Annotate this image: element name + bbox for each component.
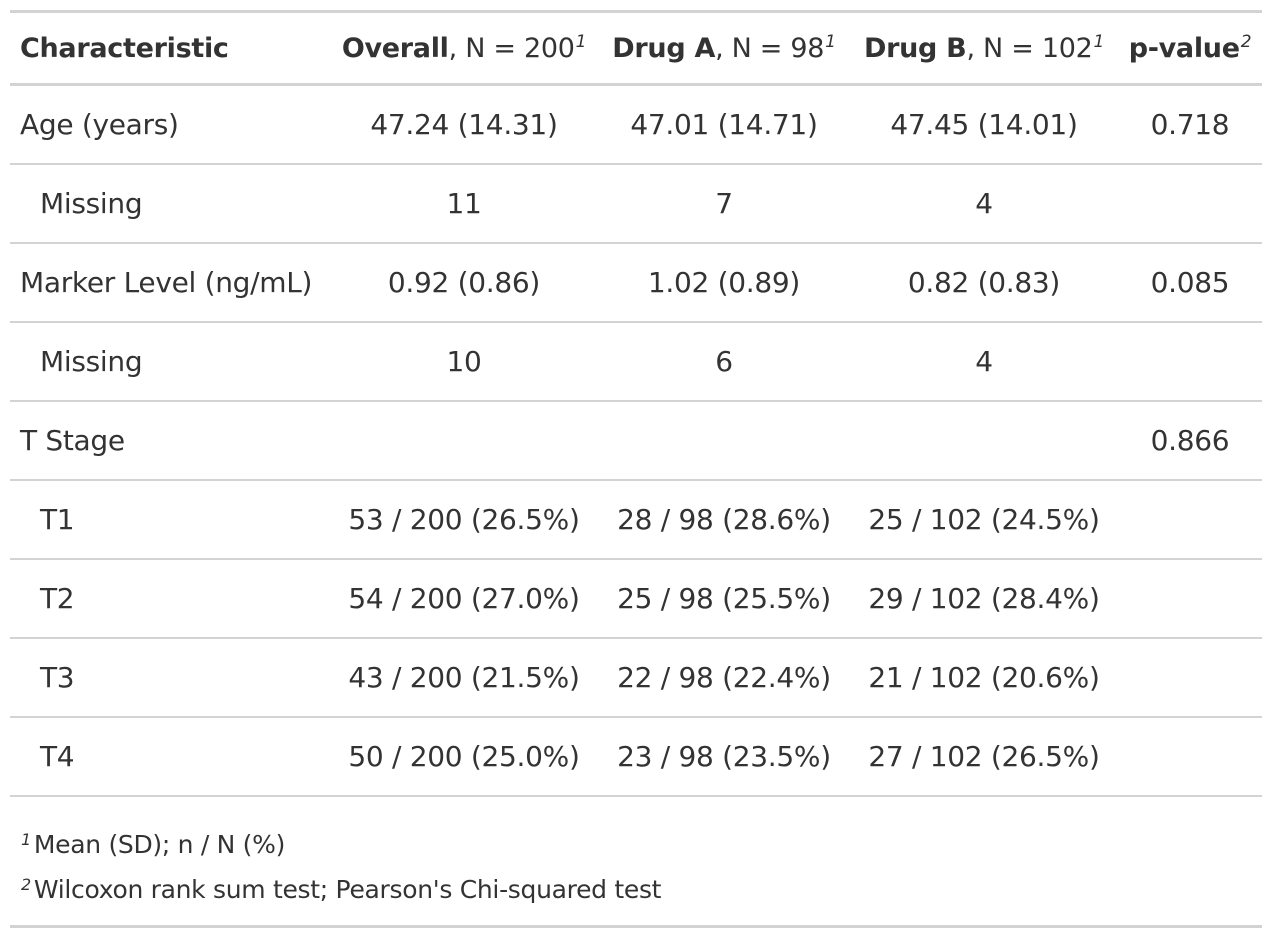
- cell-overall: 0.92 (0.86): [330, 242, 598, 322]
- cell-drug-a: 28 / 98 (28.6%): [598, 479, 850, 559]
- footnote-row: 2 Wilcoxon rank sum test; Pearson's Chi-s…: [10, 861, 1262, 927]
- cell-overall: [330, 400, 598, 480]
- cell-drug-b: 29 / 102 (28.4%): [850, 558, 1118, 638]
- cell-p-value: [1118, 321, 1262, 401]
- footnote-marker: 1: [825, 31, 836, 52]
- footnote-marker: 2: [1240, 31, 1252, 52]
- row-label: Missing: [10, 321, 330, 401]
- table-row-t2: T2 54 / 200 (27.0%) 25 / 98 (25.5%) 29 /…: [10, 558, 1262, 638]
- cell-overall: 43 / 200 (21.5%): [330, 637, 598, 717]
- footnote-1: 1 Mean (SD); n / N (%): [10, 795, 1262, 861]
- row-label: Marker Level (ng/mL): [10, 242, 330, 322]
- row-label: Missing: [10, 163, 330, 243]
- header-characteristic: Characteristic: [10, 11, 330, 86]
- row-label: T1: [10, 479, 330, 559]
- table-row-t3: T3 43 / 200 (21.5%) 22 / 98 (22.4%) 21 /…: [10, 637, 1262, 717]
- cell-drug-a: 23 / 98 (23.5%): [598, 716, 850, 796]
- cell-drug-b: 21 / 102 (20.6%): [850, 637, 1118, 717]
- row-label: T Stage: [10, 400, 330, 480]
- table-row-t-stage: T Stage 0.866: [10, 400, 1262, 480]
- cell-drug-a: 25 / 98 (25.5%): [598, 558, 850, 638]
- cell-overall: 53 / 200 (26.5%): [330, 479, 598, 559]
- table-body: Age (years) 47.24 (14.31) 47.01 (14.71) …: [10, 85, 1262, 796]
- cell-drug-b: 27 / 102 (26.5%): [850, 716, 1118, 796]
- footnote-marker: 1: [21, 830, 31, 849]
- row-label: T3: [10, 637, 330, 717]
- cell-drug-b: 0.82 (0.83): [850, 242, 1118, 322]
- footnote-row: 1 Mean (SD); n / N (%): [10, 795, 1262, 861]
- cell-p-value: [1118, 716, 1262, 796]
- cell-overall: 54 / 200 (27.0%): [330, 558, 598, 638]
- footnote-text: Wilcoxon rank sum test; Pearson's Chi-sq…: [33, 874, 662, 904]
- cell-p-value: [1118, 479, 1262, 559]
- cell-p-value: [1118, 637, 1262, 717]
- table-header: Characteristic Overall, N = 2001 Drug A,…: [10, 11, 1262, 86]
- table-row-age-missing: Missing 11 7 4: [10, 163, 1262, 243]
- cell-p-value: [1118, 163, 1262, 243]
- row-label: Age (years): [20, 108, 179, 141]
- header-p-value: p-value2: [1118, 11, 1262, 86]
- footnote-text: Mean (SD); n / N (%): [33, 830, 286, 859]
- cell-p-value: 0.866: [1118, 400, 1262, 480]
- cell-overall: 11: [330, 163, 598, 243]
- summary-table-container: Characteristic Overall, N = 2001 Drug A,…: [10, 10, 1262, 928]
- cell-p-value: 0.085: [1118, 242, 1262, 322]
- table-row-age: Age (years) 47.24 (14.31) 47.01 (14.71) …: [10, 85, 1262, 165]
- cell-p-value: 0.718: [1150, 108, 1230, 141]
- table-row-marker-missing: Missing 10 6 4: [10, 321, 1262, 401]
- cell-overall: 47.24 (14.31): [370, 108, 558, 141]
- row-label: T2: [10, 558, 330, 638]
- cell-drug-b: 4: [850, 321, 1118, 401]
- table-footnotes: 1 Mean (SD); n / N (%) 2 Wilcoxon rank sum…: [10, 795, 1262, 927]
- table-row-t1: T1 53 / 200 (26.5%) 28 / 98 (28.6%) 25 /…: [10, 479, 1262, 559]
- cell-drug-a: 7: [598, 163, 850, 243]
- cell-p-value: [1118, 558, 1262, 638]
- cell-drug-b: [850, 400, 1118, 480]
- cell-overall: 10: [330, 321, 598, 401]
- footnote-marker: 1: [1093, 31, 1104, 52]
- cell-drug-a: 22 / 98 (22.4%): [598, 637, 850, 717]
- summary-table: Characteristic Overall, N = 2001 Drug A,…: [10, 10, 1262, 928]
- cell-drug-b: 4: [850, 163, 1118, 243]
- header-row: Characteristic Overall, N = 2001 Drug A,…: [10, 11, 1262, 86]
- row-label: T4: [10, 716, 330, 796]
- cell-drug-a: 6: [598, 321, 850, 401]
- cell-drug-a: 47.01 (14.71): [630, 108, 818, 141]
- footnote-marker: 2: [21, 874, 31, 894]
- cell-drug-a: [598, 400, 850, 480]
- table-row-marker: Marker Level (ng/mL) 0.92 (0.86) 1.02 (0…: [10, 242, 1262, 322]
- header-drug-b: Drug B, N = 1021: [850, 11, 1118, 86]
- header-drug-a: Drug A, N = 981: [598, 11, 850, 86]
- cell-overall: 50 / 200 (25.0%): [330, 716, 598, 796]
- cell-drug-b: 25 / 102 (24.5%): [850, 479, 1118, 559]
- table-row-t4: T4 50 / 200 (25.0%) 23 / 98 (23.5%) 27 /…: [10, 716, 1262, 796]
- footnote-2: 2 Wilcoxon rank sum test; Pearson's Chi-s…: [10, 861, 1262, 927]
- header-overall: Overall, N = 2001: [330, 11, 598, 86]
- cell-drug-b: 47.45 (14.01): [890, 108, 1078, 141]
- footnote-marker: 1: [575, 31, 587, 52]
- cell-drug-a: 1.02 (0.89): [598, 242, 850, 322]
